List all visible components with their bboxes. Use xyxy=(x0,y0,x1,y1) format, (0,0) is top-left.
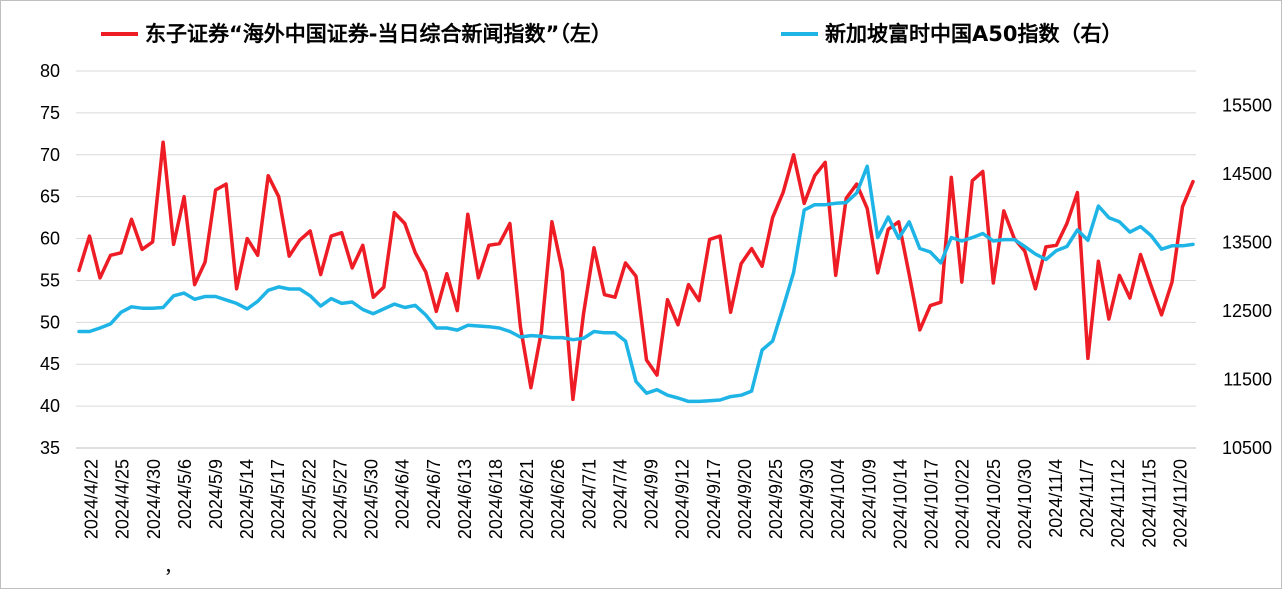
x-tick-label: 2024/10/4 xyxy=(828,459,848,539)
x-tick-label: 2024/10/14 xyxy=(890,459,910,549)
stray-mark: ， xyxy=(164,557,182,577)
legend-label-right-series: 新加坡富时中国A50指数（右） xyxy=(825,22,1122,46)
right-tick-label: 11500 xyxy=(1223,369,1272,389)
x-tick-label: 2024/5/17 xyxy=(268,459,288,539)
x-tick-label: 2024/5/27 xyxy=(330,459,350,539)
right-tick-label: 14500 xyxy=(1222,164,1272,184)
legend: 东子证券“海外中国证券-当日综合新闻指数”（左） 新加坡富时中国A50指数（右） xyxy=(101,22,1122,46)
x-tick-label: 2024/7/4 xyxy=(610,459,630,529)
x-tick-label: 2024/6/21 xyxy=(517,459,537,539)
left-tick-label: 70 xyxy=(40,145,60,165)
x-tick-label: 2024/4/30 xyxy=(144,459,164,539)
left-tick-label: 75 xyxy=(40,103,60,123)
x-tick-label: 2024/10/25 xyxy=(984,459,1004,549)
x-tick-label: 2024/10/17 xyxy=(922,459,942,549)
series-lines xyxy=(77,140,1195,404)
x-tick-label: 2024/9/30 xyxy=(797,459,817,539)
x-tick-label: 2024/10/22 xyxy=(953,459,973,549)
left-tick-label: 55 xyxy=(40,270,60,290)
x-tick-label: 2024/7/1 xyxy=(579,459,599,529)
series-line-a50-index xyxy=(77,164,1195,404)
legend-label-left-series: 东子证券“海外中国证券-当日综合新闻指数”（左） xyxy=(145,22,612,46)
x-tick-label: 2024/11/15 xyxy=(1139,459,1159,548)
x-axis-ticks: 2024/4/22 2024/4/25 2024/4/30 2024/5/6 2024/… xyxy=(82,459,1191,549)
x-tick-label: 2024/6/4 xyxy=(393,459,413,529)
x-tick-label: 2024/4/25 xyxy=(113,459,133,539)
series-line-news-index xyxy=(77,140,1195,402)
x-tick-label: 2024/9/25 xyxy=(766,459,786,539)
left-tick-label: 65 xyxy=(40,187,60,207)
right-axis-ticks: 10500 11500 12500 13500 14500 15500 xyxy=(1222,95,1272,458)
x-tick-label: 2024/6/13 xyxy=(455,459,475,539)
x-tick-label: 2024/11/20 xyxy=(1170,459,1190,548)
x-tick-label: 2024/9/17 xyxy=(704,459,724,539)
right-tick-label: 10500 xyxy=(1222,438,1272,458)
x-tick-label: 2024/5/9 xyxy=(206,459,226,529)
gridlines xyxy=(76,70,1196,407)
left-tick-label: 80 xyxy=(40,61,60,81)
left-tick-label: 60 xyxy=(40,229,60,249)
left-tick-label: 50 xyxy=(40,312,60,332)
x-tick-label: 2024/5/6 xyxy=(175,459,195,529)
x-tick-label: 2024/6/18 xyxy=(486,459,506,539)
x-tick-label: 2024/5/30 xyxy=(362,459,382,539)
x-tick-label: 2024/11/4 xyxy=(1046,459,1066,538)
left-axis-ticks: 35 40 45 50 55 60 65 70 75 80 xyxy=(40,61,60,458)
left-tick-label: 45 xyxy=(40,354,60,374)
x-tick-label: 2024/4/22 xyxy=(82,459,102,539)
x-tick-label: 2024/9/20 xyxy=(735,459,755,539)
right-tick-label: 15500 xyxy=(1222,95,1272,115)
x-tick-label: 2024/5/22 xyxy=(299,459,319,539)
x-tick-label: 2024/6/26 xyxy=(548,459,568,539)
left-tick-label: 40 xyxy=(40,396,60,416)
x-tick-label: 2024/5/14 xyxy=(237,459,257,539)
x-tick-label: 2024/11/7 xyxy=(1077,459,1097,538)
left-tick-label: 35 xyxy=(40,438,60,458)
x-tick-label: 2024/10/9 xyxy=(859,459,879,539)
right-tick-label: 12500 xyxy=(1222,301,1272,321)
x-tick-label: 2024/11/12 xyxy=(1108,459,1128,548)
x-tick-label: 2024/10/30 xyxy=(1015,459,1035,549)
x-tick-label: 2024/9/12 xyxy=(673,459,693,539)
right-tick-label: 13500 xyxy=(1222,232,1272,252)
x-tick-label: 2024/9/9 xyxy=(642,459,662,529)
x-tick-label: 2024/6/7 xyxy=(424,459,444,529)
